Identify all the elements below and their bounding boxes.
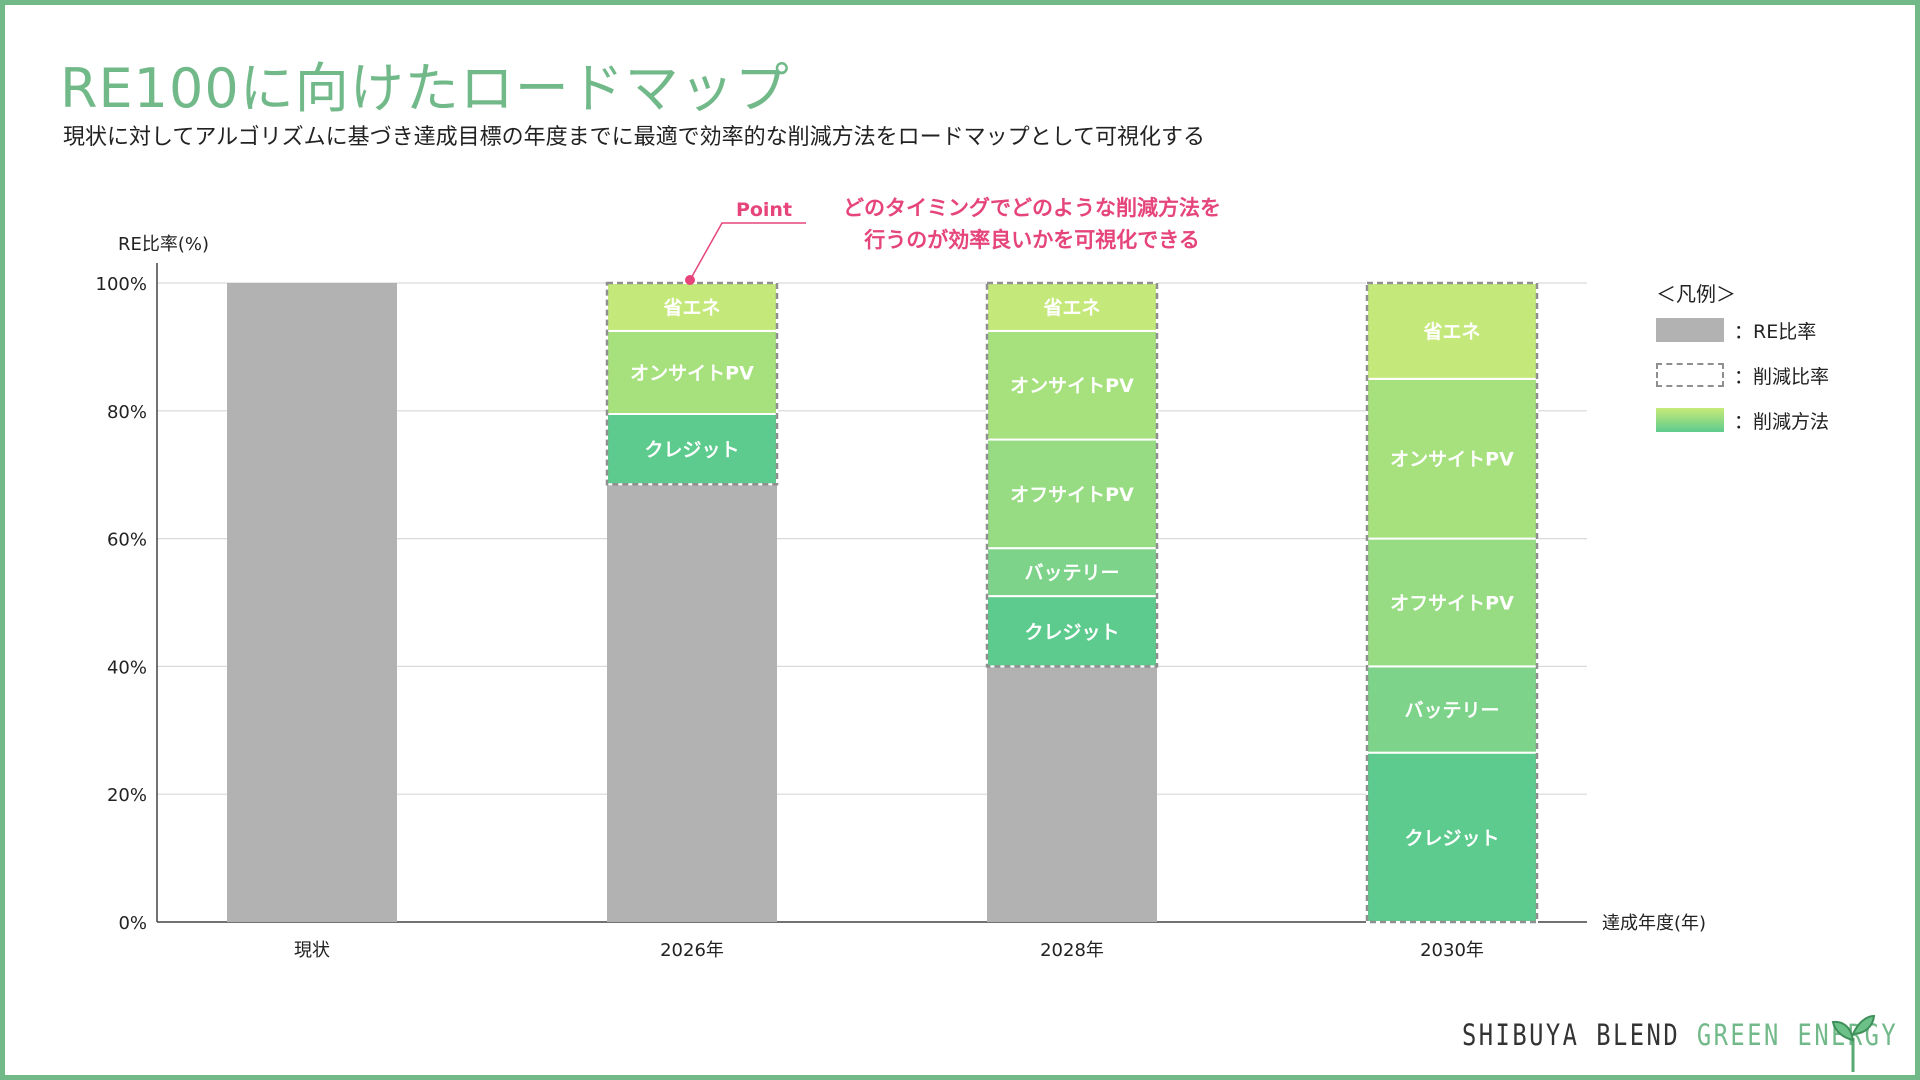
brand-wordmark: SHIBUYA BLEND GREEN ENERGY: [1462, 1018, 1898, 1052]
re-bar: [987, 666, 1157, 922]
reduction-segment: [1366, 537, 1538, 668]
point-annotation-text: 行うのが効率良いかを可視化できる: [863, 228, 1200, 252]
legend-title: ＜凡例＞: [1656, 282, 1736, 306]
x-tick-label: 2028年: [1040, 940, 1104, 961]
segment-label: バッテリー: [1404, 700, 1499, 722]
reduction-segment: [1366, 751, 1538, 923]
reduction-segment: [606, 412, 778, 486]
legend-item-reduction-ratio: ：削減比率: [1656, 362, 1829, 388]
reduction-ratio-outline: [1365, 281, 1539, 924]
page-subtitle: 現状に対してアルゴリズムに基づき達成目標の年度までに最適で効率的な削減方法をロー…: [63, 125, 1206, 150]
re-bar: [227, 283, 397, 922]
legend-item-re: ：RE比率: [1656, 317, 1816, 343]
segment-label: 省エネ: [662, 297, 720, 319]
y-tick-label: 100%: [96, 274, 147, 295]
segment-label: クレジット: [1024, 621, 1119, 643]
segment-label: オフサイトPV: [1390, 593, 1514, 615]
legend-label-reduction-ratio: ：削減比率: [1734, 365, 1830, 388]
legend-swatch-re: [1656, 318, 1724, 342]
legend-label-reduction-method: ：削減方法: [1734, 410, 1830, 433]
reduction-segment: [1366, 282, 1538, 380]
x-axis-title: 達成年度(年): [1602, 913, 1706, 934]
segment-label: クレジット: [1404, 827, 1499, 849]
legend-label-re: ：RE比率: [1734, 320, 1817, 343]
x-tick-label: 2030年: [1420, 940, 1484, 961]
x-tick-label: 2026年: [660, 940, 724, 961]
y-tick-label: 80%: [107, 402, 147, 423]
sprout-icon: [1831, 1014, 1876, 1072]
page-title: RE100に向けたロードマップ: [60, 57, 790, 120]
re-bar: [607, 484, 777, 922]
legend-swatch-reduction-ratio: [1656, 363, 1724, 387]
segment-label: オンサイトPV: [630, 362, 754, 384]
y-tick-label: 60%: [107, 530, 147, 551]
segment-label: オンサイトPV: [1010, 375, 1134, 397]
segment-label: 省エネ: [1042, 297, 1100, 319]
reduction-segment: [1366, 665, 1538, 754]
segment-label: オフサイトPV: [1010, 484, 1134, 506]
y-tick-label: 0%: [118, 913, 147, 934]
reduction-segment: [606, 282, 778, 332]
point-label: Point: [736, 199, 792, 221]
brand-name-part1: SHIBUYA BLEND: [1462, 1018, 1697, 1052]
segment-label: 省エネ: [1422, 321, 1480, 343]
x-tick-label: 現状: [294, 940, 330, 961]
point-leader-line: [689, 222, 806, 281]
legend-item-reduction-method: ：削減方法: [1656, 407, 1829, 433]
y-tick-label: 40%: [107, 657, 147, 678]
reduction-segment: [986, 595, 1158, 668]
reduction-segment: [1366, 377, 1538, 540]
y-axis-title: RE比率(%): [118, 234, 209, 255]
y-tick-label: 20%: [107, 785, 147, 806]
segment-label: クレジット: [644, 439, 739, 461]
point-annotation-text: どのタイミングでどのような削減方法を: [843, 196, 1221, 220]
segment-label: オンサイトPV: [1390, 449, 1514, 471]
segment-label: バッテリー: [1024, 562, 1119, 584]
reduction-ratio-outline: [985, 281, 1159, 668]
legend-swatch-reduction-method: [1656, 408, 1724, 432]
